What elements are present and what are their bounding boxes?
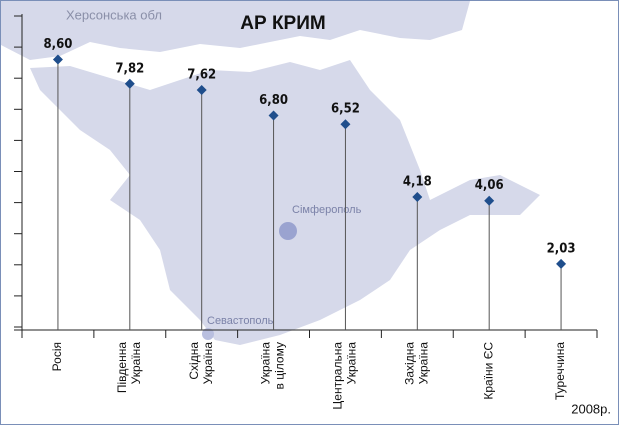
region-label: Херсонська обл	[66, 7, 162, 22]
x-tick-label: Україна	[201, 342, 215, 385]
marker	[412, 192, 423, 203]
x-tick-label: в цілому	[273, 342, 287, 389]
value-label: 4,18	[403, 175, 432, 190]
x-tick-label: Південна	[115, 342, 129, 393]
value-label: 6,52	[331, 102, 360, 117]
x-tick-label: Україна	[345, 342, 359, 385]
marker	[124, 78, 135, 89]
x-tick-label: Західна	[402, 342, 416, 385]
value-label: 8,60	[44, 37, 73, 52]
city-dot	[279, 222, 297, 240]
marker	[556, 258, 567, 269]
value-label: 6,80	[259, 93, 288, 108]
city-label: Севастополь	[207, 315, 274, 327]
x-tick-label: Центральна	[331, 342, 345, 410]
x-tick-label: Країни ЄС	[481, 342, 495, 400]
x-tick-label: Східна	[187, 342, 201, 380]
x-tick-label: Росія	[50, 342, 64, 371]
marker	[340, 119, 351, 130]
city-dot	[202, 328, 214, 340]
x-tick-label: Туреччина	[553, 342, 567, 400]
value-label: 4,06	[475, 178, 504, 193]
x-tick-label: Україна	[259, 342, 273, 385]
city-label: Сімферополь	[292, 204, 362, 216]
chart-title: АР КРИМ	[240, 13, 325, 34]
value-label: 7,62	[187, 68, 216, 83]
marker	[484, 195, 495, 206]
x-tick-label: Україна	[416, 342, 430, 385]
x-tick-label: Україна	[129, 342, 143, 385]
value-label: 7,82	[115, 61, 144, 76]
marker	[196, 85, 207, 96]
value-label: 2,03	[547, 241, 576, 256]
map	[1, 1, 540, 345]
marker	[268, 110, 279, 121]
year-label: 2008р.	[571, 401, 611, 416]
marker	[52, 54, 63, 65]
